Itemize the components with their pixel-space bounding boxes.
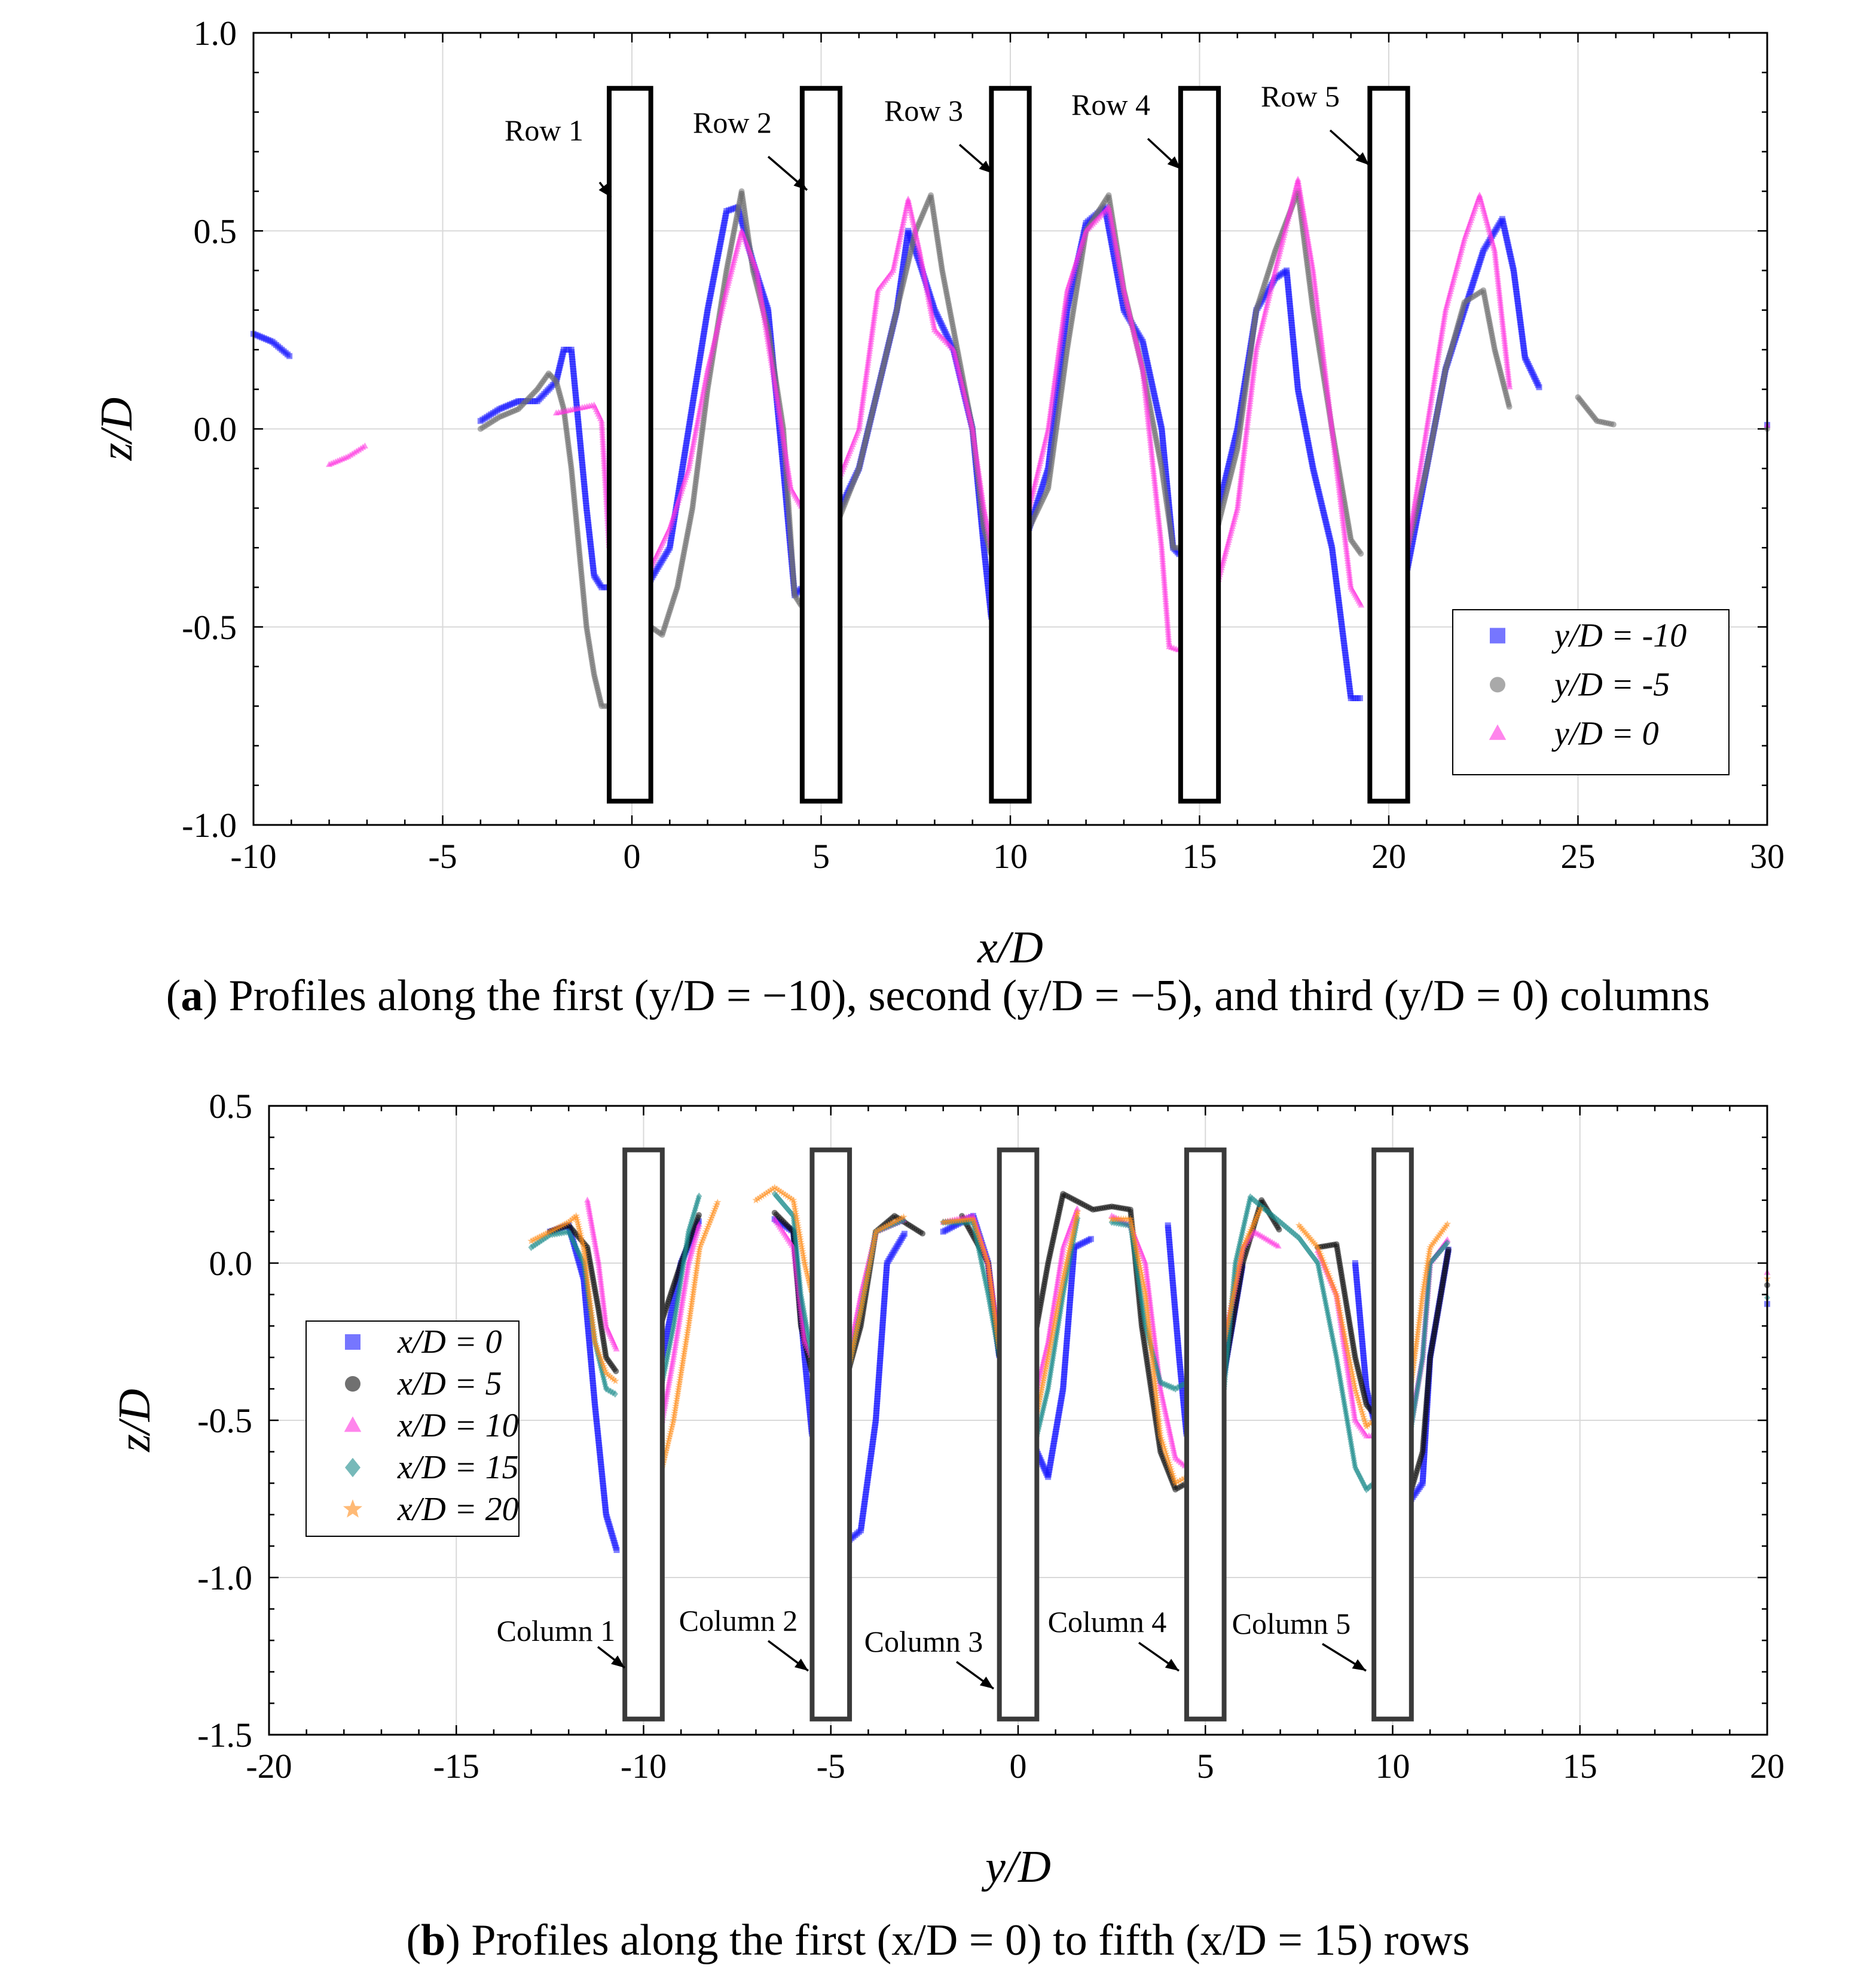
pile-annotation: Row 3 [884,94,963,127]
data-point [603,584,610,591]
pile-annotation: Row 5 [1261,80,1340,113]
legend: y/D = -10 y/D = -5 y/D = 0 [1452,609,1730,775]
pile-annotation: Row 1 [505,114,583,147]
panel-caption: (a) Profiles along the first (y/D = −10)… [166,971,1710,1020]
pile-outlines [607,85,1410,804]
data-point [1506,403,1513,410]
series-3 [326,176,1771,653]
pile-rectangle [607,85,653,804]
x-tick-label: 15 [1183,837,1217,876]
caption-text: ) Profiles along the first (y/D = −10), … [203,971,1710,1020]
data-point [1610,421,1617,428]
legend-entry: y/D = -5 [1551,666,1670,703]
x-tick-label: 10 [993,837,1028,876]
x-tick-label: 30 [1750,837,1785,876]
pile-rectangle [799,85,843,804]
x-tick-label: 5 [812,837,830,876]
y-tick-label: 0.0 [194,410,237,449]
y-tick-label: -0.5 [182,608,237,647]
y-tick-label: 0.5 [194,212,237,250]
x-tick-label: -5 [428,837,457,876]
x-tick-label: 20 [1371,837,1406,876]
legend-marker [1490,628,1505,644]
x-tick-label: 25 [1561,837,1596,876]
y-axis-label: z/D [91,398,142,461]
panel-a-chart: -10 -5 0 5 10 15 20 25 30 -1.0 -0.5 0.0 0.5 1.0 Row 1 R… [91,14,1785,1020]
pile-rectangle [1178,85,1221,804]
pile-rectangle [989,85,1032,804]
caption-letter: a [181,971,203,1020]
data-point [286,353,293,359]
data-point [1358,551,1364,557]
legend-marker [1490,677,1505,693]
x-tick-label: 0 [624,837,641,876]
pile-rectangle [1367,85,1410,804]
panel-b-chart: -20 -15 -10 -5 0 5 10 15 20-1.5-1.0-0.50.00.5Col… [109,1087,1785,1965]
pile-annotation: Row 4 [1071,88,1150,121]
data-point [1356,695,1363,701]
y-tick-label: -1.0 [182,806,237,845]
x-axis-label: x/D [977,922,1043,973]
y-tick-label: 1.0 [194,14,237,53]
legend-entry: y/D = 0 [1551,715,1659,752]
x-tick-label: -10 [230,837,276,876]
legend-entry: y/D = -10 [1551,617,1686,654]
data-point [1536,384,1542,390]
pile-annotation: Row 2 [693,106,772,139]
